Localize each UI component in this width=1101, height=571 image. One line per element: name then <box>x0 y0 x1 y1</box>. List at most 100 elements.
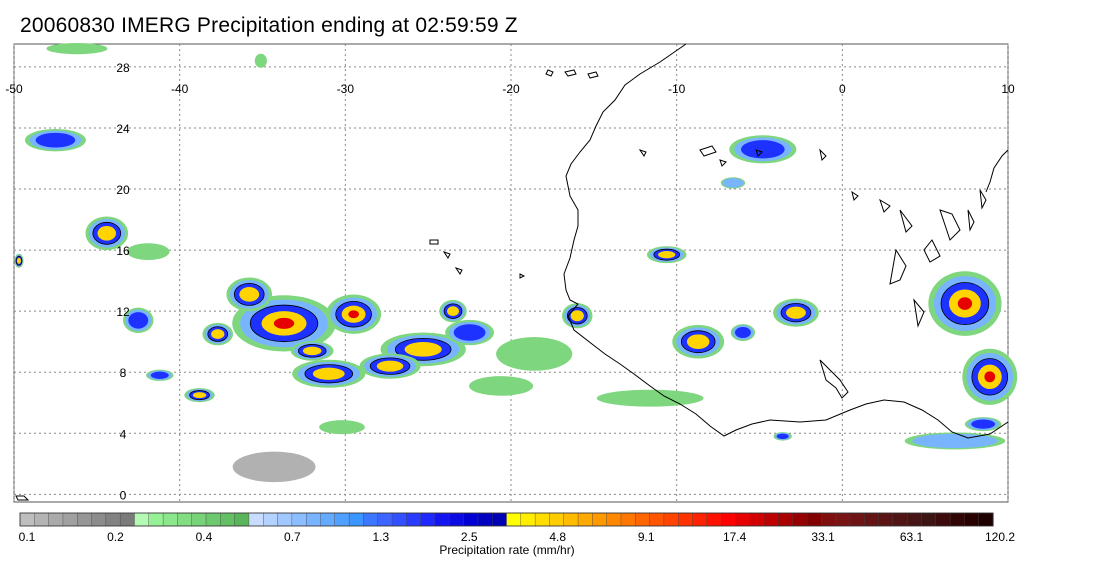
colorbar-swatch <box>935 512 951 527</box>
colorbar-swatch <box>964 512 980 527</box>
colorbar-tick-label: 17.4 <box>723 530 747 544</box>
colorbar-tick-label: 63.1 <box>900 530 924 544</box>
colorbar-tick-label: 120.2 <box>985 530 1015 544</box>
precip-cell <box>720 177 746 189</box>
colorbar-swatch <box>305 512 322 527</box>
colorbar-swatch <box>849 512 865 527</box>
latitude-tick-label: 24 <box>116 122 130 136</box>
longitude-tick-label: -10 <box>668 82 686 96</box>
colorbar-swatch <box>720 512 737 527</box>
colorbar-swatch <box>148 512 164 527</box>
colorbar-swatch <box>162 512 178 527</box>
longitude-tick-label: 10 <box>1001 82 1015 96</box>
precip-cell <box>359 353 421 379</box>
precip-cell <box>773 298 819 327</box>
colorbar-swatch <box>377 512 393 527</box>
colorbar-swatch <box>577 512 593 527</box>
colorbar-swatch <box>749 512 765 527</box>
precip-cell <box>445 319 494 346</box>
colorbar-swatch <box>205 512 221 527</box>
colorbar-swatch <box>491 512 508 527</box>
colorbar-swatch <box>921 512 937 527</box>
colorbar-swatch <box>606 512 622 527</box>
colorbar-swatch <box>119 512 136 527</box>
colorbar-swatch <box>649 512 665 527</box>
red-sea-coastline <box>985 149 1009 193</box>
precip-cell <box>292 359 366 388</box>
longitude-tick-label: -40 <box>171 82 189 96</box>
colorbar-tick-label: 0.1 <box>19 530 36 544</box>
precipitation-field <box>14 42 1018 483</box>
colorbar-swatch <box>878 512 894 527</box>
colorbar-swatch <box>534 512 551 527</box>
colorbar-swatch <box>19 512 35 527</box>
colorbar-swatch <box>434 512 450 527</box>
colorbar-swatch <box>563 512 579 527</box>
precip-cell <box>962 348 1018 405</box>
longitude-tick-label: -50 <box>5 82 23 96</box>
precip-cell <box>439 299 467 323</box>
precip-cell <box>146 369 174 381</box>
colorbar-swatch <box>549 512 565 527</box>
colorbar-swatch <box>77 512 93 527</box>
colorbar-swatch <box>892 512 908 527</box>
colorbar-swatch <box>263 512 279 527</box>
precip-cell <box>928 271 1002 336</box>
colorbar-swatch <box>391 512 407 527</box>
colorbar-tick-label: 0.4 <box>196 530 213 544</box>
precip-cell <box>46 42 108 55</box>
colorbar-tick-label: 9.1 <box>638 530 655 544</box>
colorbar-swatch <box>678 512 694 527</box>
longitude-tick-label: 0 <box>839 82 846 96</box>
colorbar-swatch <box>248 512 264 527</box>
colorbar-swatch <box>234 512 250 527</box>
colorbar-label: Precipitation rate (mm/hr) <box>439 543 574 557</box>
colorbar-swatch <box>406 512 422 527</box>
colorbar-tick-label: 0.2 <box>107 530 124 544</box>
colorbar-swatch <box>592 512 608 527</box>
colorbar-swatch <box>277 512 293 527</box>
precip-cell <box>496 337 573 371</box>
precip-cell <box>729 135 797 164</box>
colorbar-swatch <box>191 512 207 527</box>
colorbar-swatch <box>906 512 923 527</box>
colorbar-swatch <box>663 512 679 527</box>
lat-lon-grid <box>13 44 1009 502</box>
latitude-tick-label: 8 <box>120 366 127 380</box>
precip-cell <box>24 128 86 152</box>
colorbar-swatch <box>635 512 651 527</box>
colorbar-swatch <box>792 512 808 527</box>
colorbar-swatch <box>449 512 465 527</box>
colorbar-tick-label: 0.7 <box>284 530 301 544</box>
precip-cell <box>773 432 792 441</box>
colorbar-swatch <box>334 512 350 527</box>
colorbar-swatch <box>463 512 479 527</box>
colorbar-tick-label: 4.8 <box>549 530 566 544</box>
colorbar-swatch <box>735 512 751 527</box>
precip-cell <box>232 295 336 352</box>
colorbar-swatch <box>134 512 150 527</box>
colorbar-tick-label: 33.1 <box>811 530 835 544</box>
precip-cell <box>730 324 756 341</box>
precip-cell <box>904 432 1006 450</box>
colorbar-swatch <box>291 512 307 527</box>
latitude-tick-label: 12 <box>116 305 130 319</box>
precip-cell <box>202 322 234 346</box>
colorbar-swatch <box>420 512 436 527</box>
latitude-tick-label: 28 <box>116 61 130 75</box>
colorbar-swatch <box>91 512 107 527</box>
colorbar-swatch <box>706 512 722 527</box>
colorbar-swatch <box>778 512 794 527</box>
colorbar-swatch <box>34 512 50 527</box>
map-title: 20060830 IMERG Precipitation ending at 0… <box>20 14 518 37</box>
colorbar-swatch <box>48 512 64 527</box>
precip-cell <box>562 303 593 329</box>
precip-cell <box>469 376 534 396</box>
africa-coastline <box>563 43 1009 439</box>
island-outlines <box>15 69 599 501</box>
colorbar-swatch <box>348 512 365 527</box>
precip-cell <box>123 307 154 333</box>
precip-cell <box>85 216 129 251</box>
